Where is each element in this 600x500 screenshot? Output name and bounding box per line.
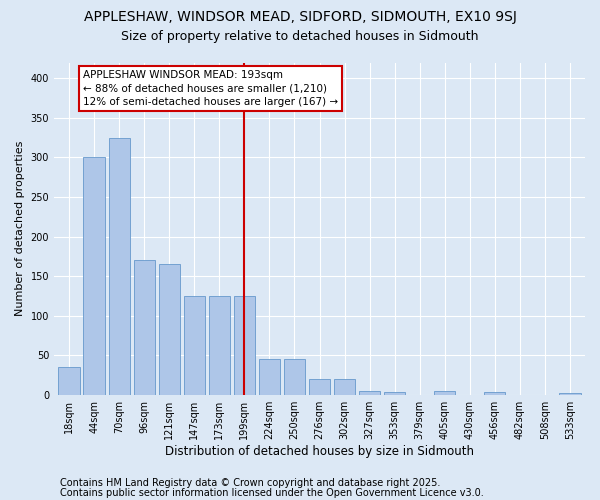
Bar [134,260,155,394]
Bar [559,393,581,394]
Bar [209,296,230,394]
Text: Contains HM Land Registry data © Crown copyright and database right 2025.: Contains HM Land Registry data © Crown c… [60,478,440,488]
Bar [234,296,255,394]
Text: APPLESHAW, WINDSOR MEAD, SIDFORD, SIDMOUTH, EX10 9SJ: APPLESHAW, WINDSOR MEAD, SIDFORD, SIDMOU… [83,10,517,24]
Bar [158,264,180,394]
Bar [284,359,305,394]
Bar [484,392,505,394]
Text: Contains public sector information licensed under the Open Government Licence v3: Contains public sector information licen… [60,488,484,498]
Bar [259,359,280,394]
Y-axis label: Number of detached properties: Number of detached properties [15,141,25,316]
Bar [334,379,355,394]
Text: Size of property relative to detached houses in Sidmouth: Size of property relative to detached ho… [121,30,479,43]
Text: APPLESHAW WINDSOR MEAD: 193sqm
← 88% of detached houses are smaller (1,210)
12% : APPLESHAW WINDSOR MEAD: 193sqm ← 88% of … [83,70,338,107]
Bar [58,367,80,394]
Bar [184,296,205,394]
Bar [83,158,105,394]
Bar [309,379,330,394]
Bar [384,392,406,394]
X-axis label: Distribution of detached houses by size in Sidmouth: Distribution of detached houses by size … [165,444,474,458]
Bar [434,391,455,394]
Bar [359,391,380,394]
Bar [109,138,130,394]
